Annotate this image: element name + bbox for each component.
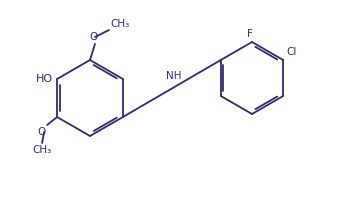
Text: CH₃: CH₃ (110, 19, 129, 29)
Text: HO: HO (36, 74, 53, 84)
Text: O: O (90, 32, 98, 42)
Text: O: O (38, 127, 46, 137)
Text: NH: NH (166, 70, 182, 81)
Text: Cl: Cl (286, 47, 296, 57)
Text: CH₃: CH₃ (32, 145, 52, 155)
Text: F: F (247, 29, 253, 39)
